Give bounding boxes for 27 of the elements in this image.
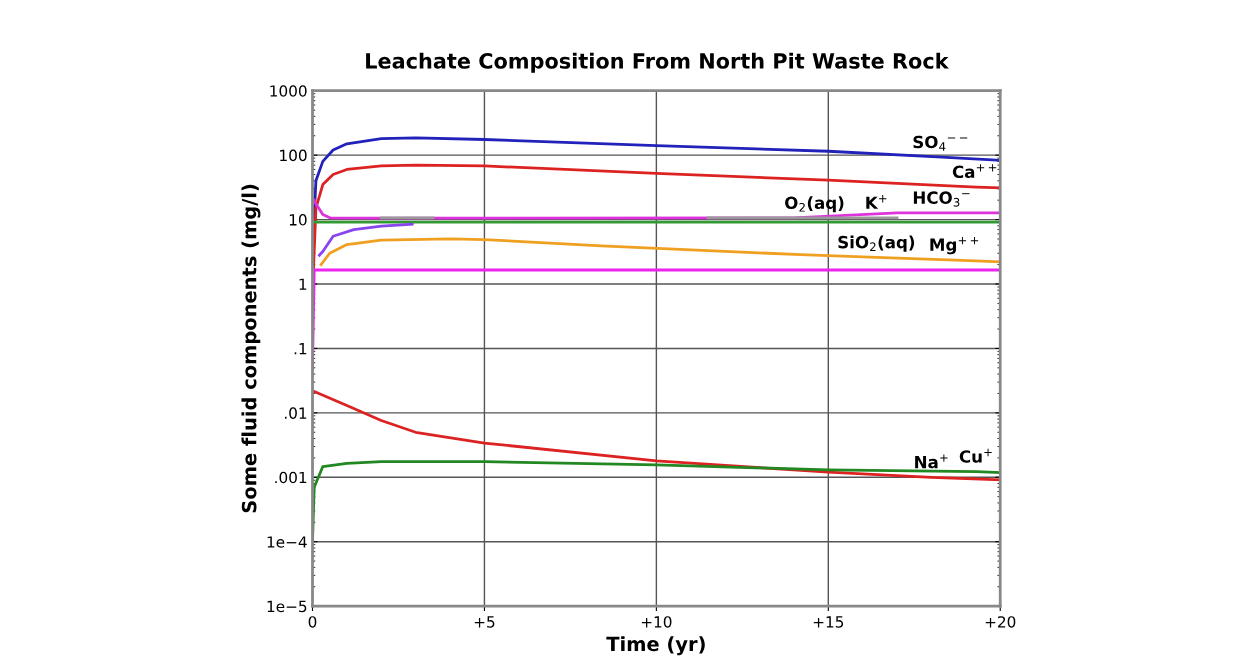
y-axis-title: Some fluid components (mg/l) (241, 184, 261, 513)
y-tick-label: 100 (280, 149, 307, 162)
x-tick-label: +10 (641, 616, 672, 628)
y-tick-label: 1e−4 (267, 536, 307, 548)
annotation: Na$^{+}$ (915, 454, 948, 469)
annotation: Ca$^{++}$ (952, 164, 997, 179)
x-tick-label: +15 (813, 616, 844, 628)
x-tick-label: +5 (474, 616, 495, 628)
annotation: K$^{+}$ (866, 195, 887, 209)
y-tick-label: 1000 (270, 85, 307, 97)
y-tick-label: .01 (284, 407, 307, 419)
annotation: SiO$_{2}$(aq) (838, 235, 915, 252)
x-axis-title: Time (yr) (606, 636, 705, 656)
y-tick-label: .1 (294, 343, 307, 355)
y-tick-label: 1 (299, 278, 307, 290)
annotation: HCO$_{3}$$^{−}$ (913, 191, 970, 207)
annotation: Mg$^{++}$ (930, 237, 979, 255)
annotation: SO$_{4}$$^{−−}$ (913, 135, 968, 151)
line-series (319, 237, 1001, 266)
x-tick-label: 0 (308, 616, 317, 628)
chart-title: Leachate Composition From North Pit Waste Rock (366, 52, 949, 73)
annotation: Cu$^{+}$ (959, 448, 992, 463)
x-tick-label: +20 (985, 616, 1016, 628)
line-series (317, 222, 414, 257)
y-tick-label: 1e−5 (267, 600, 307, 613)
y-tick-label: 10 (289, 214, 307, 226)
y-tick-label: .001 (275, 471, 307, 484)
